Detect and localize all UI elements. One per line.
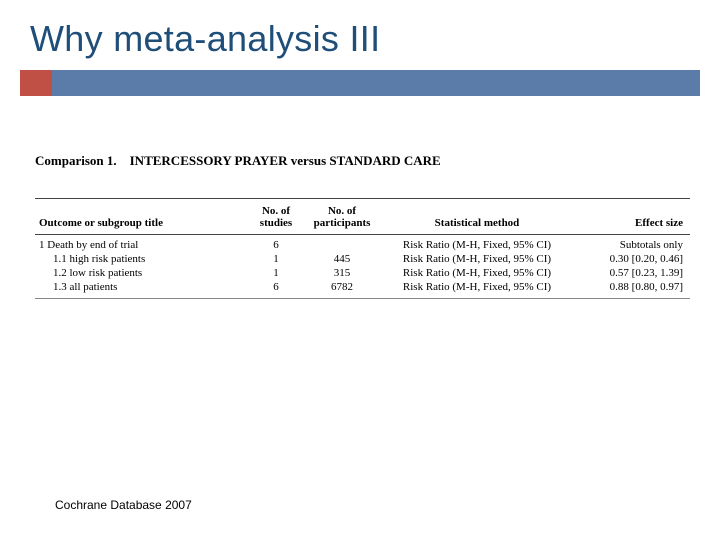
- cell-outcome: 1.3 all patients: [35, 281, 245, 293]
- page-title: Why meta-analysis III: [30, 18, 380, 60]
- cell-effect: 0.88 [0.80, 0.97]: [577, 281, 687, 293]
- col-header-method: Statistical method: [377, 217, 577, 229]
- col-header-outcome: Outcome or subgroup title: [35, 217, 245, 229]
- comparison-title: Comparison 1. INTERCESSORY PRAYER versus…: [35, 153, 441, 169]
- title-block: Why meta-analysis III: [30, 18, 380, 60]
- table-row: 1.1 high risk patients 1 445 Risk Ratio …: [35, 252, 690, 266]
- table-row: 1 Death by end of trial 6 Risk Ratio (M-…: [35, 238, 690, 252]
- cell-participants: 315: [307, 267, 377, 279]
- table-row: 1.3 all patients 6 6782 Risk Ratio (M-H,…: [35, 280, 690, 294]
- slide: Why meta-analysis III Comparison 1. INTE…: [0, 0, 720, 540]
- cell-method: Risk Ratio (M-H, Fixed, 95% CI): [377, 281, 577, 293]
- col-header-studies: No. of studies: [245, 205, 307, 229]
- footer-citation: Cochrane Database 2007: [55, 498, 192, 512]
- cell-method: Risk Ratio (M-H, Fixed, 95% CI): [377, 239, 577, 251]
- cell-participants: 6782: [307, 281, 377, 293]
- table-body: 1 Death by end of trial 6 Risk Ratio (M-…: [35, 235, 690, 299]
- cell-studies: 6: [245, 239, 307, 251]
- comparison-text: INTERCESSORY PRAYER versus STANDARD CARE: [130, 153, 441, 168]
- cell-effect: 0.30 [0.20, 0.46]: [577, 253, 687, 265]
- table-row: 1.2 low risk patients 1 315 Risk Ratio (…: [35, 266, 690, 280]
- cell-studies: 6: [245, 281, 307, 293]
- cell-participants: [307, 239, 377, 251]
- cell-participants: 445: [307, 253, 377, 265]
- comparison-table: Outcome or subgroup title No. of studies…: [35, 198, 690, 299]
- cell-studies: 1: [245, 267, 307, 279]
- cell-method: Risk Ratio (M-H, Fixed, 95% CI): [377, 267, 577, 279]
- accent-bar: [0, 70, 720, 96]
- accent-left: [20, 70, 52, 96]
- comparison-label: Comparison 1.: [35, 153, 117, 168]
- cell-outcome: 1.2 low risk patients: [35, 267, 245, 279]
- cell-outcome: 1.1 high risk patients: [35, 253, 245, 265]
- cell-outcome: 1 Death by end of trial: [35, 239, 245, 251]
- col-header-participants: No. of participants: [307, 205, 377, 229]
- cell-studies: 1: [245, 253, 307, 265]
- col-header-effect: Effect size: [577, 217, 687, 229]
- cell-effect: 0.57 [0.23, 1.39]: [577, 267, 687, 279]
- table-header-row: Outcome or subgroup title No. of studies…: [35, 198, 690, 235]
- cell-effect: Subtotals only: [577, 239, 687, 251]
- accent-right: [52, 70, 700, 96]
- cell-method: Risk Ratio (M-H, Fixed, 95% CI): [377, 253, 577, 265]
